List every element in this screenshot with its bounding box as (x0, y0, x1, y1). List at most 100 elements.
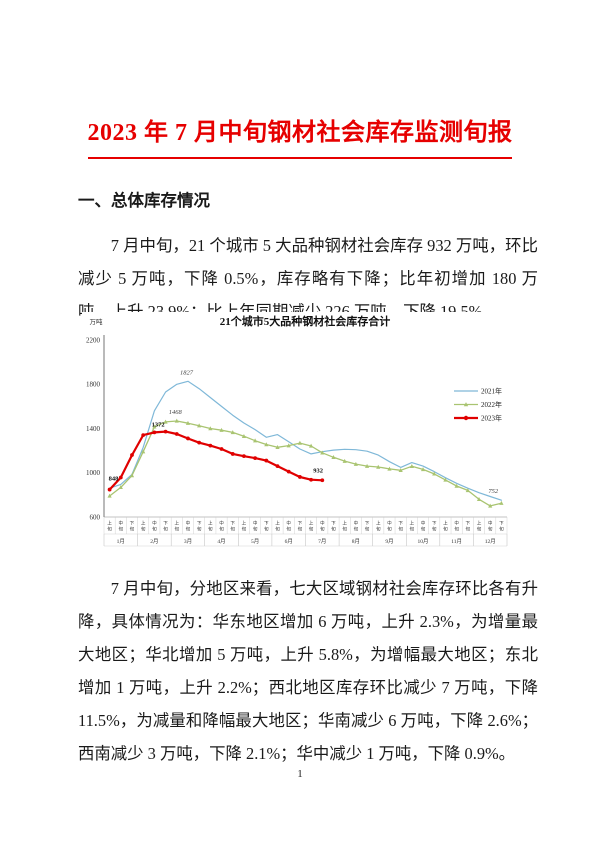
x-period-label: 旬 (219, 526, 224, 533)
series-marker-2022年 (432, 471, 437, 476)
x-period-label: 旬 (253, 526, 258, 533)
x-period-label: 下 (432, 521, 437, 527)
series-marker-2022年 (219, 427, 224, 432)
series-marker-2022年 (353, 461, 358, 466)
x-period-label: 旬 (421, 526, 426, 533)
series-marker-2023年 (118, 475, 123, 480)
x-period-label: 下 (466, 521, 471, 527)
x-period-label: 旬 (118, 526, 123, 533)
x-period-label: 下 (499, 521, 504, 527)
x-period-label: 旬 (286, 526, 291, 533)
legend-label-2021年: 2021年 (481, 387, 502, 396)
series-marker-2023年 (219, 447, 224, 451)
x-period-label: 中 (186, 520, 191, 527)
x-month-label: 3月 (184, 538, 192, 545)
x-period-label: 中 (421, 520, 426, 527)
x-period-label: 上 (443, 520, 448, 526)
x-period-label: 中 (253, 520, 258, 527)
series-marker-2023年 (152, 430, 157, 435)
series-marker-2023年 (163, 429, 168, 434)
chart-title: 21个城市5大品种钢材社会库存合计 (220, 314, 391, 328)
series-marker-2023年 (275, 464, 280, 469)
x-period-label: 上 (208, 520, 213, 526)
x-period-label: 上 (342, 520, 347, 526)
x-period-label: 旬 (499, 526, 504, 533)
series-marker-2023年 (130, 453, 134, 457)
series-marker-2023年 (107, 487, 112, 492)
x-period-label: 旬 (365, 526, 370, 533)
series-marker-2022年 (275, 445, 280, 450)
series-marker-2022年 (174, 418, 179, 423)
x-month-label: 12月 (485, 538, 496, 545)
series-marker-2022年 (320, 450, 325, 455)
x-period-label: 旬 (387, 526, 392, 533)
series-marker-2022年 (476, 497, 482, 501)
x-month-label: 4月 (217, 538, 225, 545)
x-period-label: 下 (197, 521, 202, 527)
x-month-label: 2月 (150, 538, 158, 545)
series-marker-2023年 (320, 478, 325, 483)
x-month-label: 9月 (385, 538, 393, 545)
x-period-label: 上 (107, 520, 112, 526)
x-period-label: 旬 (354, 526, 359, 533)
x-period-label: 旬 (208, 526, 213, 533)
series-marker-2023年 (141, 433, 146, 438)
series-marker-2023年 (174, 432, 179, 436)
chart-svg: 21个城市5大品种钢材社会库存合计 万吨 600 1000 1400 1800 2200 上旬… (86, 314, 508, 547)
x-period-label: 下 (398, 521, 403, 527)
y-tick-label: 600 (90, 513, 101, 521)
x-period-label: 中 (152, 520, 157, 527)
x-period-label: 中 (488, 520, 493, 527)
x-period-label: 上 (141, 520, 146, 526)
x-period-label: 旬 (320, 526, 325, 533)
x-period-label: 中 (320, 520, 325, 527)
data-label-752: 752 (488, 488, 499, 495)
data-label-1827: 1827 (180, 369, 194, 376)
series-marker-2022年 (141, 449, 146, 454)
x-period-label: 旬 (107, 526, 112, 533)
x-period-label: 下 (365, 521, 370, 527)
data-label-1372: 1372 (152, 422, 165, 429)
inventory-chart: 21个城市5大品种钢材社会库存合计 万吨 600 1000 1400 1800 2200 上旬… (82, 312, 514, 558)
series-marker-2023年 (242, 454, 246, 459)
series-marker-2022年 (118, 485, 123, 490)
series-marker-2023年 (298, 475, 302, 479)
x-period-label: 上 (174, 520, 179, 526)
x-month-label: 1月 (117, 538, 125, 545)
series-marker-2022年 (420, 467, 426, 472)
report-title: 2023 年 7 月中旬钢材社会库存监测旬报 (87, 120, 513, 147)
x-month-label: 8月 (352, 538, 360, 545)
x-period-label: 下 (331, 521, 336, 527)
x-month-label: 11月 (451, 538, 462, 545)
x-period-label: 旬 (163, 526, 168, 533)
series-marker-2022年 (208, 426, 213, 431)
x-period-label: 旬 (376, 526, 381, 533)
x-period-label: 旬 (186, 526, 191, 533)
data-label-932: 932 (313, 467, 323, 474)
series-marker-2022年 (454, 483, 459, 488)
x-period-label: 旬 (309, 526, 314, 533)
data-label-1468: 1468 (169, 409, 183, 416)
series-line-2021年 (109, 380, 502, 501)
x-period-label: 旬 (466, 526, 471, 533)
x-month-label: 6月 (285, 538, 293, 545)
series-marker-2022年 (297, 440, 303, 445)
section-heading: 一、总体库存情况 (78, 191, 210, 210)
series-marker-2022年 (152, 424, 157, 429)
x-period-label: 旬 (130, 526, 135, 533)
x-period-label: 中 (118, 520, 123, 527)
series-marker-2023年 (309, 477, 313, 482)
x-period-label: 旬 (443, 526, 448, 533)
y-tick-label: 1800 (86, 381, 101, 389)
x-period-label: 上 (309, 520, 314, 526)
series-marker-2022年 (398, 468, 403, 473)
series-marker-2023年 (286, 469, 291, 474)
series-marker-2023年 (208, 443, 213, 448)
series-marker-2022年 (230, 430, 235, 435)
x-period-label: 旬 (432, 526, 437, 533)
x-period-label: 下 (230, 521, 235, 527)
series-marker-2022年 (185, 420, 191, 425)
series-marker-2022年 (342, 458, 347, 463)
series-marker-2023年 (264, 458, 269, 463)
legend-label-2023年: 2023年 (481, 414, 502, 423)
